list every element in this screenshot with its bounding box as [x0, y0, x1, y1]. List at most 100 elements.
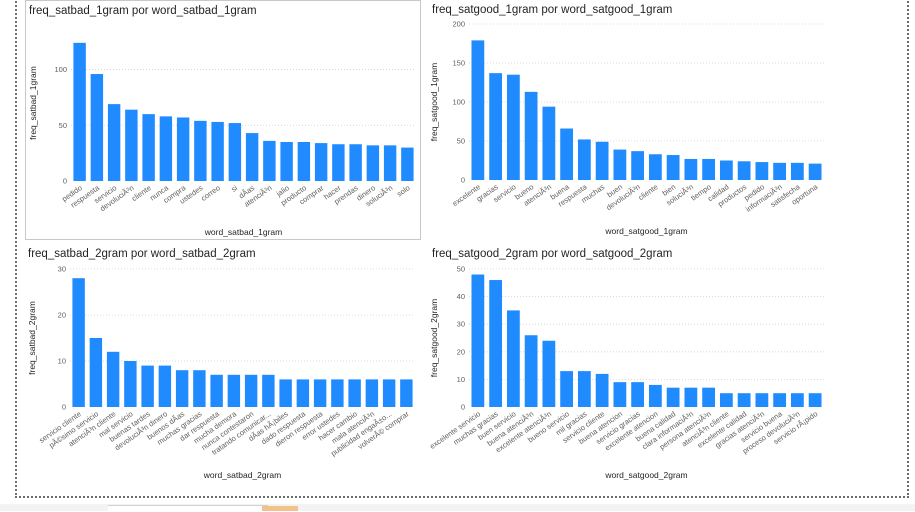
bar[interactable] [524, 91, 538, 180]
bar[interactable] [524, 335, 538, 407]
bar[interactable] [141, 365, 154, 407]
bar[interactable] [790, 393, 804, 407]
bar[interactable] [489, 73, 503, 180]
y-tick-label: 10 [58, 357, 66, 366]
bar[interactable] [595, 373, 609, 407]
y-tick-label: 50 [457, 265, 465, 274]
bar[interactable] [210, 374, 223, 407]
bar[interactable] [808, 163, 822, 180]
bar[interactable] [227, 374, 241, 407]
bar[interactable] [125, 109, 138, 181]
bar[interactable] [72, 278, 85, 407]
bar[interactable] [193, 370, 206, 407]
chart-title: freq_satgood_2gram por word_satgood_2gra… [432, 248, 672, 260]
bar[interactable] [577, 371, 591, 407]
chart-visual-satbad-2gram[interactable]: freq_satbad_2gram por word_satbad_2gram 0… [25, 244, 421, 494]
bar[interactable] [383, 145, 397, 181]
bar[interactable] [648, 154, 662, 180]
bar[interactable] [331, 379, 344, 407]
bar[interactable] [296, 379, 310, 407]
bar[interactable] [349, 144, 362, 181]
bar[interactable] [631, 382, 645, 407]
bar[interactable] [737, 161, 751, 180]
bar[interactable] [107, 104, 121, 181]
bar[interactable] [755, 162, 769, 180]
x-tick-label: solo [395, 183, 411, 198]
bar[interactable] [382, 379, 396, 407]
bar[interactable] [401, 147, 414, 181]
bar[interactable] [613, 149, 627, 180]
bar[interactable] [365, 379, 379, 407]
bar[interactable] [595, 141, 609, 180]
bar[interactable] [684, 158, 698, 180]
bar[interactable] [194, 120, 207, 181]
chart-title: freq_satbad_2gram por word_satbad_2gram [28, 248, 256, 260]
y-tick-label: 30 [58, 265, 66, 274]
bar[interactable] [808, 393, 822, 407]
bar[interactable] [228, 123, 242, 181]
bar[interactable] [106, 351, 120, 407]
bar[interactable] [737, 393, 751, 407]
bar[interactable] [279, 379, 292, 407]
bar[interactable] [175, 370, 189, 407]
bar[interactable] [631, 151, 645, 180]
bar[interactable] [211, 121, 224, 181]
bar[interactable] [471, 40, 485, 180]
bar[interactable] [159, 116, 173, 181]
bar[interactable] [176, 117, 190, 181]
bar[interactable] [400, 379, 413, 407]
bar[interactable] [773, 393, 787, 407]
y-tick-label: 150 [452, 59, 465, 68]
y-tick-label: 100 [452, 98, 465, 107]
bar[interactable] [577, 139, 591, 180]
bar[interactable] [542, 340, 556, 407]
bar[interactable] [142, 114, 155, 181]
bar[interactable] [297, 142, 311, 181]
bar[interactable] [702, 387, 716, 407]
bar[interactable] [542, 106, 556, 180]
bar[interactable] [755, 393, 769, 407]
chart-visual-satgood-2gram[interactable]: freq_satgood_2gram por word_satgood_2gra… [428, 244, 833, 494]
bar[interactable] [666, 155, 680, 180]
chart-svg-satgood-2gram: freq_satgood_2gram por word_satgood_2gra… [428, 248, 824, 480]
bar[interactable] [506, 310, 520, 407]
chart-svg-satbad-1gram: freq_satbad_1gram por word_satbad_1gram 0… [28, 5, 416, 237]
bar[interactable] [506, 74, 520, 180]
bar[interactable] [366, 145, 380, 181]
bar[interactable] [90, 74, 104, 181]
bar[interactable] [314, 143, 328, 181]
bar[interactable] [648, 384, 662, 407]
bar[interactable] [719, 160, 733, 181]
bar[interactable] [684, 387, 698, 407]
bar[interactable] [613, 382, 627, 407]
bar[interactable] [773, 162, 787, 180]
bar[interactable] [489, 280, 503, 407]
y-tick-label: 30 [457, 320, 465, 329]
bar[interactable] [666, 387, 680, 407]
y-tick-label: 0 [461, 176, 465, 185]
bar[interactable] [719, 393, 733, 407]
bar[interactable] [263, 140, 276, 181]
bar[interactable] [73, 42, 86, 182]
chart-visual-satbad-1gram[interactable]: freq_satbad_1gram por word_satbad_1gram 0… [25, 0, 421, 240]
chart-svg-satgood-1gram: freq_satgood_1gram por word_satgood_1gra… [429, 4, 824, 236]
bar[interactable] [89, 338, 103, 407]
bar[interactable] [244, 374, 258, 407]
page-tab[interactable] [108, 505, 268, 512]
bar[interactable] [560, 371, 574, 407]
bar[interactable] [790, 162, 804, 180]
bar[interactable] [332, 144, 345, 181]
bar[interactable] [280, 142, 293, 181]
chart-visual-satgood-1gram[interactable]: freq_satgood_1gram por word_satgood_1gra… [429, 0, 833, 240]
bar[interactable] [471, 274, 485, 407]
bar[interactable] [158, 365, 172, 407]
bar[interactable] [348, 379, 361, 407]
bar[interactable] [124, 361, 137, 407]
x-tick-label: si [229, 183, 239, 194]
bar[interactable] [560, 128, 574, 180]
bar[interactable] [262, 374, 275, 407]
page-tab-strip [0, 504, 915, 511]
bar[interactable] [245, 133, 259, 181]
bar[interactable] [313, 379, 327, 407]
bar[interactable] [702, 158, 716, 180]
